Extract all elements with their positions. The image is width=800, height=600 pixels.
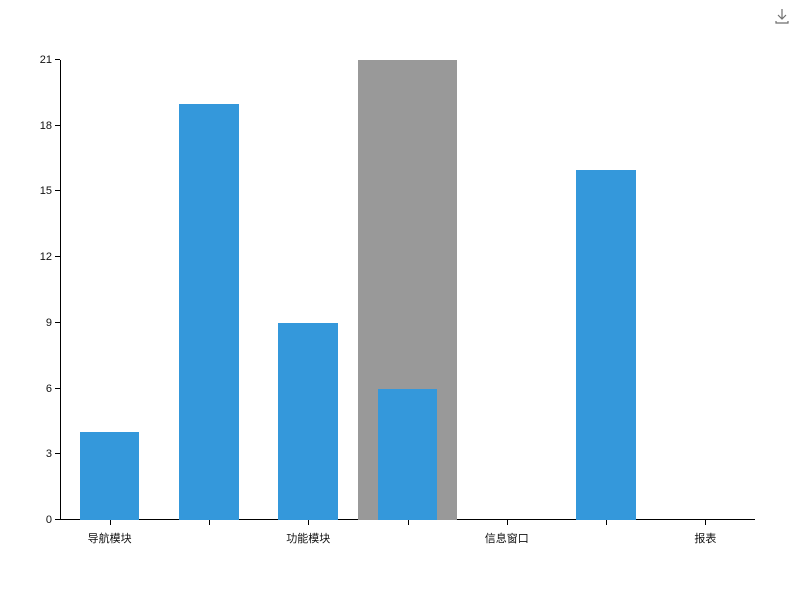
x-tick-mark [110,520,111,525]
y-tick-label: 9 [46,317,60,329]
bar[interactable] [179,104,239,520]
bar[interactable] [80,432,140,520]
x-tick-mark [308,520,309,525]
x-tick-label: 报表 [694,530,716,546]
bar[interactable] [278,323,338,520]
x-tick-mark [507,520,508,525]
y-tick-label: 0 [46,514,60,526]
x-slot: 自动事务 [656,60,755,520]
x-tick-label: 导航模块 [88,530,132,546]
download-icon[interactable] [774,8,790,24]
y-tick-label: 18 [40,120,60,132]
y-tick-label: 15 [40,185,60,197]
x-slot: 分析 [457,60,556,520]
x-tick-label: 信息窗口 [485,530,529,546]
bar[interactable] [576,170,636,520]
x-tick-label: 功能模块 [286,530,330,546]
y-tick-label: 21 [40,54,60,66]
x-tick-mark [209,520,210,525]
x-tick-mark [606,520,607,525]
x-tick-mark [408,520,409,525]
y-tick-label: 6 [46,383,60,395]
bar-chart: 036912151821导航模块功能模块信息窗口报表分析计算与验证自动事务 [60,60,755,520]
y-tick-label: 12 [40,251,60,263]
bar[interactable] [378,389,438,520]
x-tick-mark [705,520,706,525]
y-tick-label: 3 [46,448,60,460]
